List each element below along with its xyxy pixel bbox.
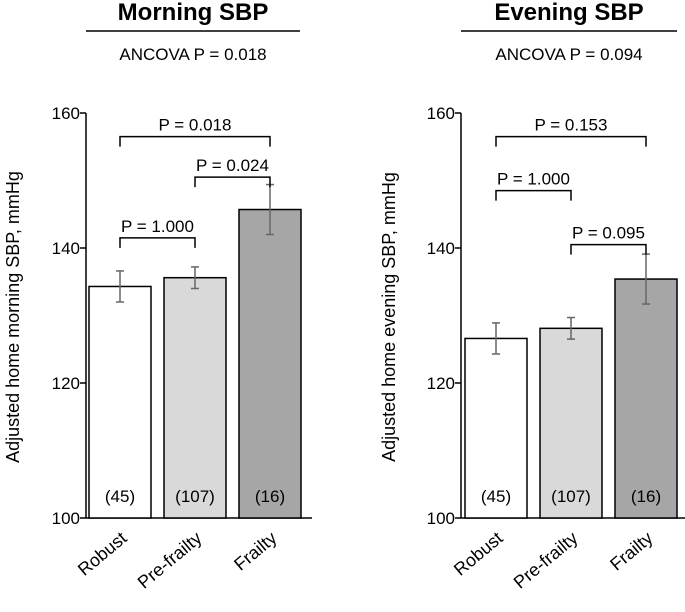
morning-sbp-panel: Morning SBP ANCOVA P = 0.018 Adjusted ho… [3, 0, 312, 593]
significance-bracket [495, 189, 572, 201]
y-tick-label: 140 [427, 239, 455, 258]
ancova-subtitle: ANCOVA P = 0.018 [119, 45, 266, 64]
sample-count: (45) [105, 487, 135, 506]
p-value-label: P = 0.153 [535, 116, 608, 135]
significance-bracket [119, 135, 271, 147]
y-tick-label: 160 [427, 104, 455, 123]
bar-robust [88, 285, 152, 519]
sample-count: (16) [255, 487, 285, 506]
y-tick-label: 160 [52, 104, 80, 123]
y-tick-label: 140 [52, 239, 80, 258]
y-tick-label: 100 [52, 509, 80, 528]
sample-count: (107) [551, 487, 591, 506]
y-tick-label: 120 [427, 374, 455, 393]
x-category-label: Pre-frailty [510, 528, 582, 593]
bar-pre-frailty [539, 327, 603, 519]
bar-pre-frailty [163, 276, 227, 519]
bar-robust [464, 337, 528, 519]
bar-frailty [614, 278, 678, 519]
significance-bracket [194, 176, 271, 188]
y-tick-label: 100 [427, 509, 455, 528]
ancova-subtitle: ANCOVA P = 0.094 [495, 45, 642, 64]
p-value-label: P = 0.018 [159, 116, 232, 135]
panel-title: Morning SBP [118, 0, 269, 26]
significance-bracket [119, 237, 196, 248]
evening-sbp-panel: Evening SBP ANCOVA P = 0.094 Adjusted ho… [379, 0, 685, 593]
p-value-label: P = 0.095 [572, 224, 645, 243]
bar-frailty [238, 208, 302, 519]
p-value-label: P = 1.000 [121, 217, 194, 236]
y-axis-label: Adjusted home evening SBP, mmHg [379, 172, 399, 462]
p-value-label: P = 0.024 [196, 156, 269, 175]
sample-count: (107) [175, 487, 215, 506]
sample-count: (45) [481, 487, 511, 506]
significance-bracket [570, 243, 647, 255]
y-tick-label: 120 [52, 374, 80, 393]
x-category-label: Robust [450, 528, 507, 580]
y-axis-label: Adjusted home morning SBP, mmHg [3, 171, 23, 463]
sample-count: (16) [631, 487, 661, 506]
x-category-label: Robust [74, 528, 131, 580]
x-category-label: Pre-frailty [134, 528, 206, 593]
significance-bracket [495, 135, 647, 147]
p-value-label: P = 1.000 [497, 170, 570, 189]
x-category-label: Frailty [230, 528, 280, 575]
x-category-label: Frailty [606, 528, 656, 575]
panel-title: Evening SBP [494, 0, 643, 26]
